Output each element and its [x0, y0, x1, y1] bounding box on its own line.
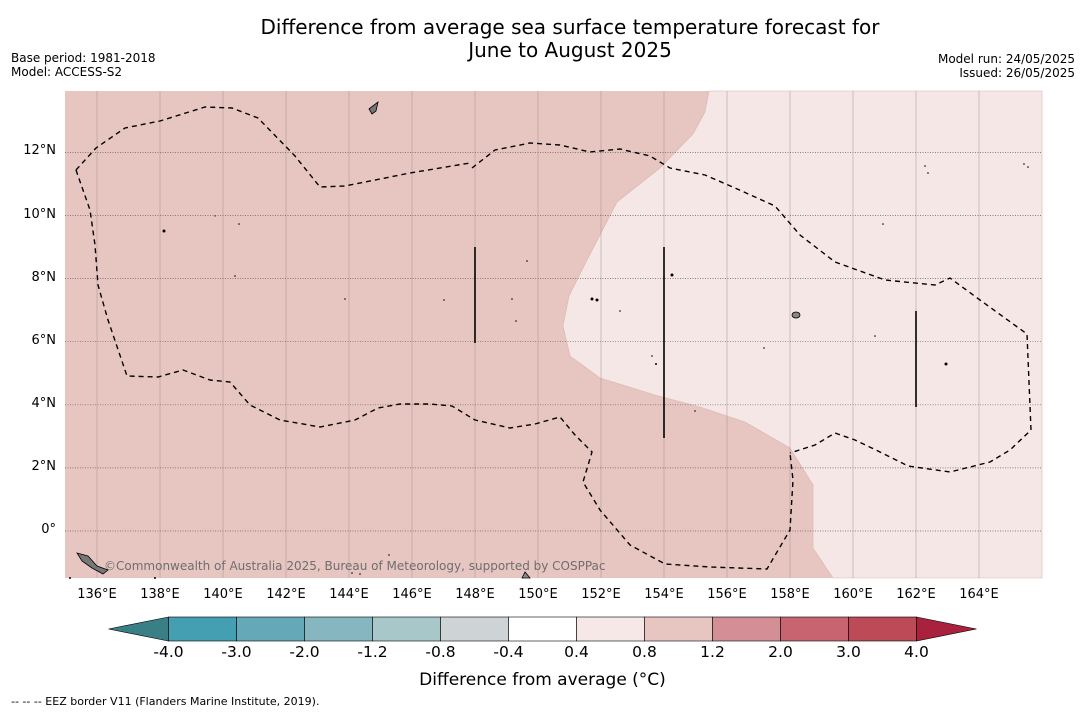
colorbar-tick-label: 4.0 [904, 643, 929, 661]
colorbar-segment [848, 616, 917, 642]
lon-tick-label: 138°E [140, 587, 180, 602]
colorbar-segment [576, 616, 645, 642]
colorbar [108, 616, 977, 642]
lon-tick-label: 162°E [896, 587, 936, 602]
colorbar-tick-label: -4.0 [153, 643, 184, 661]
colorbar-segment [644, 616, 713, 642]
lon-tick-label: 160°E [833, 587, 873, 602]
colorbar-segment [508, 616, 577, 642]
meta-right: Model run: 24/05/2025 Issued: 26/05/2025 [938, 52, 1075, 80]
colorbar-segment [712, 616, 781, 642]
colorbar-tick-label: 0.4 [564, 643, 589, 661]
island-palau [76, 552, 109, 575]
copyright-watermark: ©Commonwealth of Australia 2025, Bureau … [104, 559, 606, 573]
lon-tick-label: 136°E [77, 587, 117, 602]
lon-tick-label: 150°E [518, 587, 558, 602]
lon-tick-label: 164°E [959, 587, 999, 602]
colorbar-tick-label: -0.4 [493, 643, 524, 661]
title-line-2: June to August 2025 [468, 38, 672, 62]
eez-border-fsm-north [471, 142, 1032, 473]
colorbar-under-arrow [108, 616, 169, 642]
atoll-dots [69, 163, 1029, 579]
eez-border-fsm-west [75, 169, 794, 570]
colorbar-tick-label: 1.2 [700, 643, 725, 661]
lon-tick-label: 154°E [644, 587, 684, 602]
lat-tick-label: 2°N [31, 458, 57, 474]
colorbar-segment [780, 616, 849, 642]
colorbar-tick-label: -2.0 [289, 643, 320, 661]
eez-footnote: -- -- -- EEZ border V11 (Flanders Marine… [11, 695, 320, 708]
colorbar-segment [168, 616, 237, 642]
lat-tick-label: 4°N [31, 395, 57, 411]
island-north-coast [521, 571, 531, 579]
latitude-gridlines [65, 152, 1042, 532]
model-name: Model: ACCESS-S2 [11, 65, 123, 79]
island-guam [368, 101, 379, 115]
colorbar-segment [304, 616, 373, 642]
lat-tick-label: 12°N [23, 143, 56, 159]
colorbar-segment [440, 616, 509, 642]
model-run: Model run: 24/05/2025 [937, 52, 1075, 66]
lon-tick-label: 152°E [581, 587, 621, 602]
colorbar-tick-label: -3.0 [221, 643, 252, 661]
colorbar-segment [372, 616, 441, 642]
mild-anomaly-region [562, 90, 1043, 579]
lon-tick-label: 144°E [329, 587, 369, 602]
lat-tick-label: 6°N [31, 332, 57, 348]
colorbar-over-arrow [916, 616, 977, 642]
map-title: Difference from average sea surface temp… [170, 16, 970, 62]
colorbar-tick-label: -1.2 [357, 643, 388, 661]
lon-tick-label: 140°E [203, 587, 243, 602]
lon-tick-label: 148°E [455, 587, 495, 602]
lon-tick-label: 146°E [392, 587, 432, 602]
lat-tick-label: 10°N [23, 206, 56, 222]
colorbar-segment [236, 616, 305, 642]
base-period: Base period: 1981-2018 [11, 51, 156, 65]
issued-date: Issued: 26/05/2025 [959, 66, 1075, 80]
island-pohnpei [791, 311, 801, 319]
colorbar-tick-label: -0.8 [425, 643, 456, 661]
title-line-1: Difference from average sea surface temp… [260, 15, 880, 39]
boundary-segments [474, 247, 917, 438]
lon-tick-label: 156°E [707, 587, 747, 602]
lon-tick-label: 158°E [770, 587, 810, 602]
colorbar-tick-label: 2.0 [768, 643, 793, 661]
colorbar-tick-label: 3.0 [836, 643, 861, 661]
colorbar-tick-label: 0.8 [632, 643, 657, 661]
colorbar-title: Difference from average (°C) [419, 670, 666, 690]
lat-tick-label: 0° [41, 522, 56, 537]
lon-tick-label: 142°E [266, 587, 306, 602]
lat-tick-label: 8°N [31, 269, 57, 285]
meta-left: Base period: 1981-2018 Model: ACCESS-S2 [11, 51, 156, 79]
